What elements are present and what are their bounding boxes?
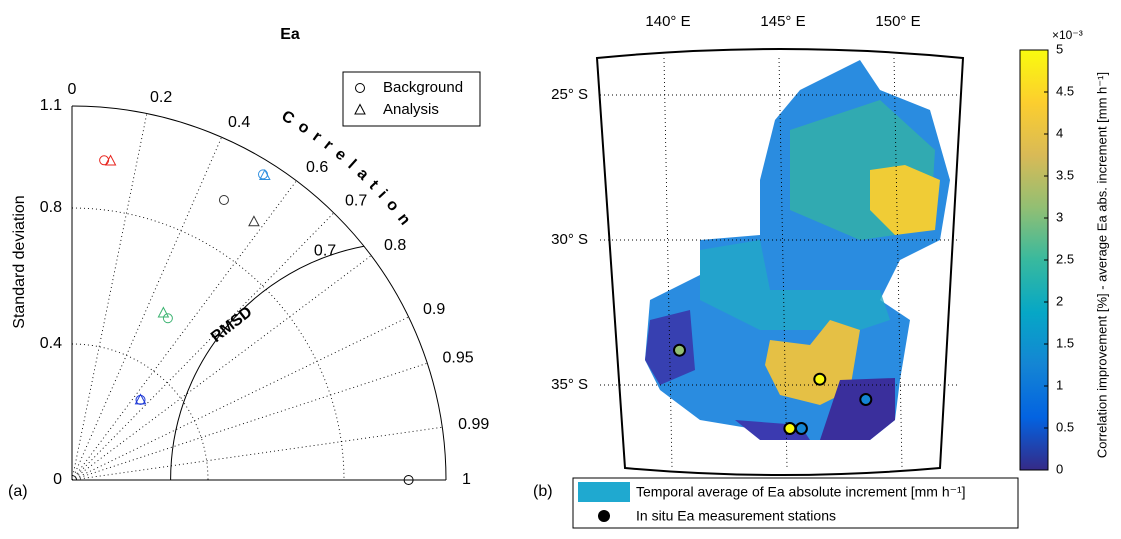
correlation-line — [71, 362, 428, 481]
x-tick-label: 140° E — [645, 13, 690, 30]
y-tick-label: 0.8 — [40, 199, 62, 216]
colorbar-tick-label: 1.5 — [1056, 335, 1074, 350]
std-arc — [71, 343, 209, 481]
heatmap-region — [820, 378, 895, 440]
heatmap — [645, 60, 950, 440]
grid-line — [778, 57, 788, 469]
correlation-tick-label: 0.6 — [306, 159, 328, 176]
data-point — [99, 155, 110, 166]
correlation-tick-label: 0.7 — [345, 193, 367, 210]
colorbar-multiplier: ×10⁻³ — [1052, 28, 1083, 42]
station — [859, 393, 873, 406]
data-point — [134, 393, 147, 405]
station — [813, 372, 827, 386]
legend-marker — [598, 510, 610, 522]
colorbar-tick-label: 2 — [1056, 293, 1063, 308]
reference-point — [403, 475, 414, 485]
legend-label: In situ Ea measurement stations — [636, 508, 836, 524]
legend-label: Background — [383, 79, 463, 96]
legend-marker — [354, 103, 366, 115]
panel-label: (b) — [533, 483, 553, 500]
correlation-label-text: Correlation — [278, 108, 410, 235]
y-tick-label: 1.1 — [40, 97, 62, 114]
colorbar-tick-label: 2.5 — [1056, 251, 1074, 266]
rmsd-arc — [170, 245, 365, 481]
colorbar-tick-label: 0 — [1056, 461, 1063, 476]
correlation-line — [71, 137, 223, 481]
rmsd-tick-label: 0.7 — [314, 242, 336, 259]
x-tick-label: 150° E — [875, 13, 920, 30]
correlation-tick-label: 0.2 — [150, 89, 172, 106]
correlation-line — [71, 212, 335, 481]
colorbar-tick-label: 3.5 — [1056, 167, 1074, 182]
legend-label: Analysis — [383, 101, 439, 118]
correlation-tick-label: 0.99 — [458, 416, 489, 433]
legend-box — [572, 477, 1019, 529]
colorbar-label: Correlation improvement [%] - average Ea… — [1094, 72, 1109, 458]
correlation-tick-label: 0.9 — [423, 301, 445, 318]
correlation-line — [71, 426, 443, 481]
station — [673, 343, 686, 357]
y-tick-label: 0 — [53, 471, 62, 488]
rmsd-label: RMSD — [208, 304, 256, 346]
correlation-tick-label: 1 — [462, 471, 471, 488]
y-tick-label: 35° S — [551, 376, 588, 393]
data-point — [162, 313, 173, 324]
correlation-line — [71, 255, 372, 481]
correlation-line — [71, 180, 297, 481]
colorbar-tick-label: 1 — [1056, 377, 1063, 392]
data-point — [258, 168, 271, 181]
panel-label: (a) — [8, 483, 28, 500]
station — [783, 422, 797, 435]
colorbar-tick-label: 4 — [1056, 125, 1063, 140]
colorbar-tick-label: 5 — [1056, 41, 1063, 56]
y-axis-label: Standard deviation — [11, 195, 28, 328]
colorbar-tick-label: 4.5 — [1056, 83, 1074, 98]
data-point — [218, 194, 229, 205]
std-arc — [71, 207, 345, 481]
legend-label: Temporal average of Ea absolute incremen… — [636, 484, 966, 500]
data-point — [157, 306, 170, 318]
colorbar-tick-label: 0.5 — [1056, 419, 1074, 434]
x-tick-label: 145° E — [760, 13, 805, 30]
correlation-tick-label: 0 — [68, 81, 77, 98]
legend-box — [342, 71, 481, 127]
legend-marker — [355, 83, 365, 93]
correlation-line — [71, 113, 148, 481]
heatmap-region — [765, 320, 860, 405]
heatmap-region — [700, 240, 890, 330]
correlation-tick-label: 0.4 — [228, 114, 250, 131]
data-point — [248, 215, 260, 227]
grid-line — [893, 57, 903, 469]
correlation-label: Correlation — [278, 108, 418, 235]
colorbar — [1019, 49, 1049, 471]
station — [794, 422, 808, 435]
heatmap-region — [870, 165, 940, 235]
colorbar-tick-label: 3 — [1056, 209, 1063, 224]
y-tick-label: 0.4 — [40, 335, 62, 352]
y-tick-label: 30° S — [551, 231, 588, 248]
outer-arc — [71, 105, 447, 481]
legend-swatch — [578, 482, 630, 502]
grid-line — [663, 57, 673, 469]
correlation-line — [71, 316, 409, 481]
correlation-tick-label: 0.95 — [443, 349, 474, 366]
heatmap-region — [645, 310, 695, 385]
correlation-tick-label: 0.8 — [384, 237, 406, 254]
y-tick-label: 25° S — [551, 86, 588, 103]
data-point — [104, 154, 117, 166]
chart-title: Ea — [280, 26, 300, 43]
